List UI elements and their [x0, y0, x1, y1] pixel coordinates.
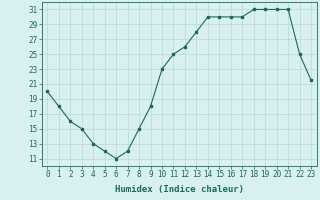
- X-axis label: Humidex (Indice chaleur): Humidex (Indice chaleur): [115, 185, 244, 194]
